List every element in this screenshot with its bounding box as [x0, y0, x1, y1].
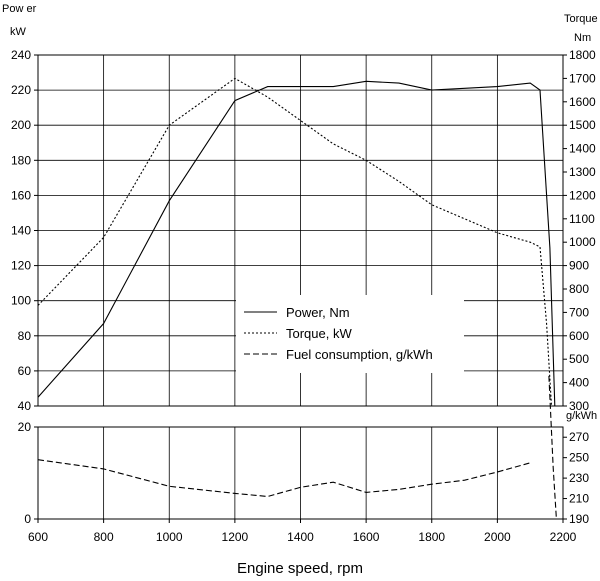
legend: Power, Nm Torque, kW Fuel consumption, g… — [236, 295, 464, 373]
power-tick-label-200: 200 — [11, 118, 31, 132]
torque-tick-label-400: 400 — [569, 376, 589, 390]
torque-axis-label-line2: Nm — [574, 32, 591, 44]
power-axis-label-line2: kW — [10, 26, 27, 38]
x-tick-label-1200: 1200 — [222, 530, 249, 544]
series-line-torque-kw-1 — [37, 77, 553, 407]
grid-layer — [37, 54, 564, 520]
torque-tick-label-1500: 1500 — [569, 118, 596, 132]
x-tick-label-2200: 2200 — [550, 530, 577, 544]
torque-tick-label-1800: 1800 — [569, 48, 596, 62]
x-tick-label-1000: 1000 — [156, 530, 183, 544]
fuel-tick-label-250: 250 — [569, 451, 589, 465]
x-tick-label-2000: 2000 — [484, 530, 511, 544]
fuel-tick-label-230: 230 — [569, 471, 589, 485]
legend-label-power: Power, Nm — [286, 305, 350, 320]
lower-left-tick-label-0: 0 — [24, 512, 31, 526]
series-line-power-nm-0 — [37, 80, 556, 407]
legend-label-torque: Torque, kW — [286, 326, 352, 341]
torque-tick-label-1000: 1000 — [569, 235, 596, 249]
torque-tick-label-1300: 1300 — [569, 165, 596, 179]
torque-tick-label-1100: 1100 — [569, 212, 595, 226]
legend-label-fuel: Fuel consumption, g/kWh — [286, 347, 433, 362]
torque-tick-label-1200: 1200 — [569, 188, 596, 202]
power-tick-label-80: 80 — [18, 329, 32, 343]
legend-box — [236, 295, 464, 373]
series-layer — [37, 77, 557, 520]
power-tick-label-220: 220 — [11, 83, 31, 97]
axis-layer: 600 800 1000 1200 1400 1600 1800 2000 2200406080… — [11, 48, 596, 544]
power-tick-label-40: 40 — [18, 399, 32, 413]
x-tick-label-600: 600 — [28, 530, 48, 544]
power-tick-label-240: 240 — [11, 48, 31, 62]
power-tick-label-60: 60 — [18, 364, 32, 378]
power-tick-label-160: 160 — [11, 188, 31, 202]
torque-tick-label-500: 500 — [569, 352, 589, 366]
power-tick-label-100: 100 — [11, 294, 31, 308]
torque-tick-label-1400: 1400 — [569, 142, 596, 156]
series-line-fuel-consumption-g-kwh-2 — [37, 459, 531, 498]
lower-left-tick-label-20: 20 — [18, 420, 32, 434]
torque-axis-label-line1: Torque — [564, 13, 598, 25]
torque-tick-label-300: 300 — [569, 399, 589, 413]
power-tick-label-180: 180 — [11, 153, 31, 167]
power-axis-label-line1: Pow er — [2, 3, 37, 15]
torque-tick-label-700: 700 — [569, 305, 589, 319]
torque-tick-label-900: 900 — [569, 259, 589, 273]
series-line-fuel-consumption-g-kwh-3 — [548, 375, 557, 520]
power-tick-label-140: 140 — [11, 224, 31, 238]
torque-tick-label-1700: 1700 — [569, 71, 596, 85]
fuel-tick-label-190: 190 — [569, 512, 589, 526]
power-tick-label-120: 120 — [11, 259, 31, 273]
x-tick-label-1800: 1800 — [418, 530, 445, 544]
x-tick-label-800: 800 — [94, 530, 114, 544]
x-axis-title: Engine speed, rpm — [237, 560, 363, 577]
torque-tick-label-1600: 1600 — [569, 95, 596, 109]
torque-tick-label-600: 600 — [569, 329, 589, 343]
fuel-axis-label: g/kWh — [566, 410, 597, 422]
fuel-tick-label-270: 270 — [569, 430, 589, 444]
fuel-tick-label-210: 210 — [569, 492, 589, 506]
x-tick-label-1600: 1600 — [353, 530, 380, 544]
torque-tick-label-800: 800 — [569, 282, 589, 296]
x-tick-label-1400: 1400 — [287, 530, 314, 544]
